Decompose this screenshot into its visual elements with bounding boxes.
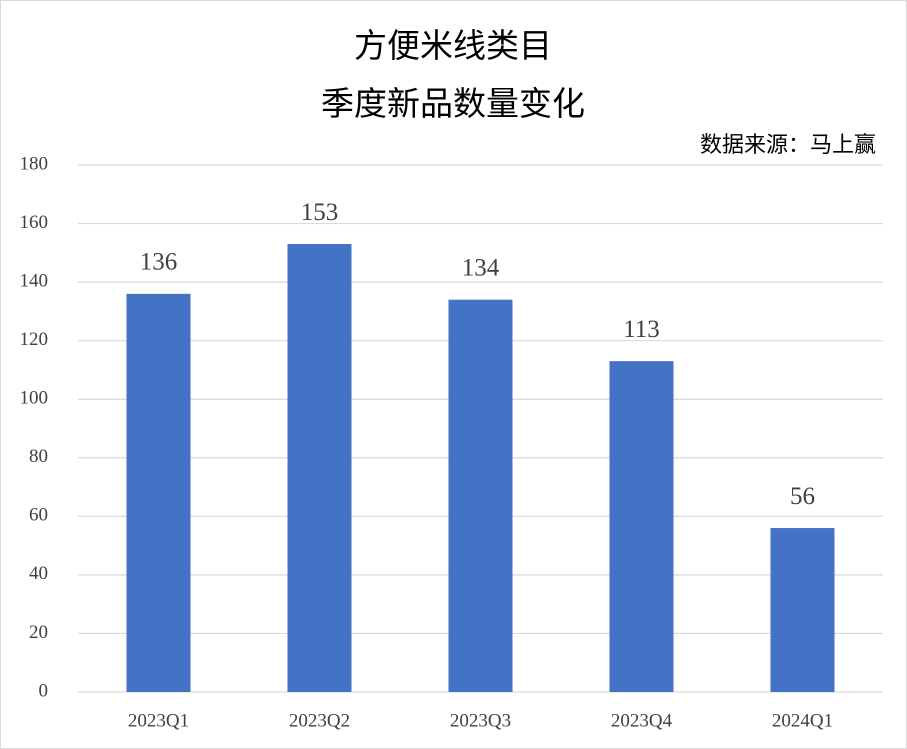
y-tick-label: 180 <box>20 153 49 174</box>
x-tick-label: 2024Q1 <box>772 710 833 731</box>
y-tick-label: 0 <box>39 680 49 701</box>
bar <box>609 361 674 692</box>
y-tick-label: 100 <box>20 388 49 409</box>
y-tick-label: 80 <box>29 446 48 467</box>
chart-title: 季度新品数量变化 <box>321 84 585 123</box>
data-label: 56 <box>790 483 815 510</box>
x-tick-label: 2023Q4 <box>611 710 673 731</box>
y-tick-label: 120 <box>20 329 49 350</box>
y-tick-label: 160 <box>20 212 49 233</box>
source-note: 数据来源：马上赢 <box>700 133 876 158</box>
bar <box>287 244 352 693</box>
x-tick-label: 2023Q2 <box>289 710 350 731</box>
y-tick-label: 60 <box>29 505 48 526</box>
data-label: 134 <box>462 254 500 281</box>
data-label: 153 <box>301 199 339 226</box>
chart-title: 方便米线类目 <box>354 26 552 65</box>
bar <box>770 528 835 692</box>
x-tick-label: 2023Q3 <box>450 710 511 731</box>
y-tick-label: 20 <box>29 622 48 643</box>
y-tick-label: 140 <box>20 270 49 291</box>
data-label: 113 <box>623 316 660 343</box>
bar <box>448 299 513 692</box>
y-tick-label: 40 <box>29 563 48 584</box>
data-label: 136 <box>140 249 178 276</box>
bar <box>126 293 191 692</box>
x-tick-label: 2023Q1 <box>128 710 189 731</box>
